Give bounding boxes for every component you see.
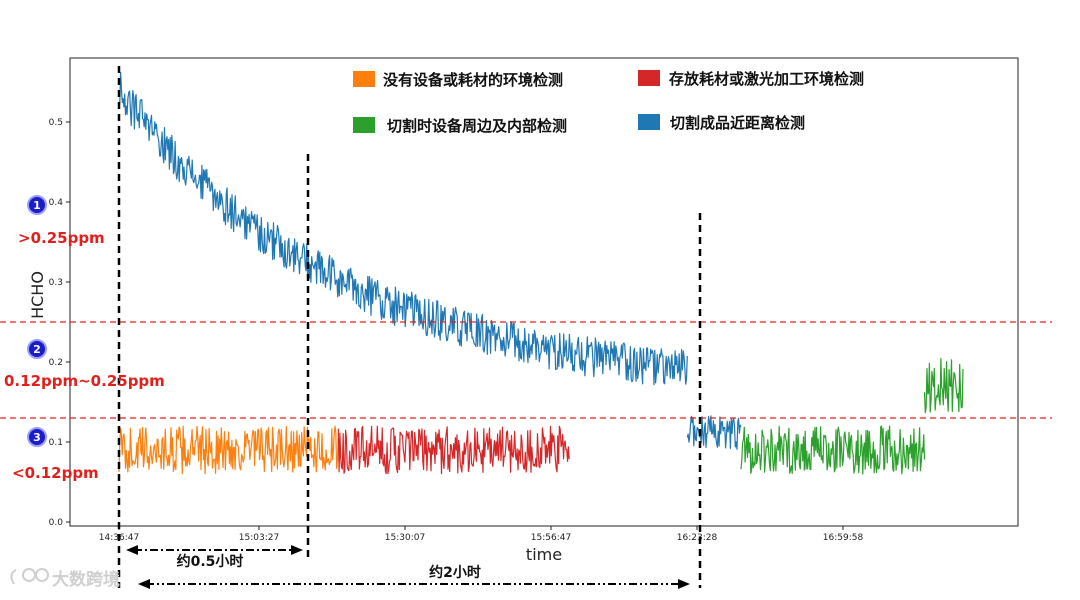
zone-badge-3: 3 bbox=[27, 427, 47, 447]
watermark-text: 大数跨境 bbox=[52, 569, 120, 590]
legend: 没有设备或耗材的环境检测 存放耗材或激光加工环境检测 切割时设备周边及内部检测 … bbox=[353, 70, 864, 135]
legend-label-green: 切割时设备周边及内部检测 bbox=[387, 117, 567, 135]
y-tick-label: 0.4 bbox=[49, 198, 64, 208]
duration-arrow-half-hour bbox=[126, 545, 303, 555]
legend-label-red: 存放耗材或激光加工环境检测 bbox=[669, 70, 864, 88]
watermark: 大数跨境 bbox=[10, 568, 120, 590]
series-line-0 bbox=[118, 425, 339, 475]
legend-label-orange: 没有设备或耗材的环境检测 bbox=[383, 71, 563, 89]
y-tick-label: 0.5 bbox=[49, 118, 63, 128]
x-tick-label: 15:56:47 bbox=[531, 533, 571, 543]
zone-label-mid: 0.12ppm~0.25ppm bbox=[4, 372, 165, 390]
zone-label-high: >0.25ppm bbox=[18, 229, 105, 247]
y-tick-label: 0.2 bbox=[49, 358, 63, 368]
svg-text:2: 2 bbox=[33, 343, 41, 356]
x-tick-label: 15:03:27 bbox=[239, 533, 279, 543]
x-tick-label: 16:59:58 bbox=[823, 533, 864, 543]
zone-badge-1: 1 bbox=[27, 195, 47, 215]
x-axis-label: time bbox=[526, 545, 562, 564]
legend-label-blue: 切割成品近距离检测 bbox=[670, 114, 805, 132]
svg-text:1: 1 bbox=[33, 199, 41, 212]
y-tick-label: 0.3 bbox=[49, 278, 63, 288]
y-axis-label: HCHO bbox=[28, 271, 47, 319]
watermark-logo-icon bbox=[10, 568, 49, 585]
series-line-2 bbox=[740, 425, 926, 475]
series-line-4 bbox=[118, 71, 688, 386]
legend-swatch-red bbox=[638, 70, 660, 86]
legend-swatch-green bbox=[353, 117, 375, 133]
svg-text:3: 3 bbox=[33, 431, 41, 444]
legend-swatch-orange bbox=[353, 71, 375, 87]
x-tick-label: 15:30:07 bbox=[385, 533, 425, 543]
x-tick-label: 16:23:28 bbox=[677, 533, 718, 543]
zone-badge-2: 2 bbox=[27, 339, 47, 359]
duration-label-half-hour: 约0.5小时 bbox=[177, 553, 244, 570]
duration-label-two-hours: 约2小时 bbox=[429, 564, 481, 581]
series-line-5 bbox=[686, 415, 742, 450]
series-line-3 bbox=[923, 357, 964, 414]
x-axis-ticks: 14:36:4715:03:2715:30:0715:56:4716:23:28… bbox=[99, 526, 864, 543]
y-axis-ticks: 0.0 0.1 0.2 0.3 0.4 0.5 bbox=[49, 118, 70, 528]
y-tick-label: 0.0 bbox=[49, 518, 64, 528]
duration-arrow-two-hours bbox=[138, 579, 690, 589]
y-tick-label: 0.1 bbox=[49, 438, 63, 448]
series-layer bbox=[118, 71, 964, 475]
series-line-1 bbox=[337, 425, 570, 475]
legend-swatch-blue bbox=[638, 114, 660, 130]
zone-label-low: <0.12ppm bbox=[12, 464, 99, 482]
